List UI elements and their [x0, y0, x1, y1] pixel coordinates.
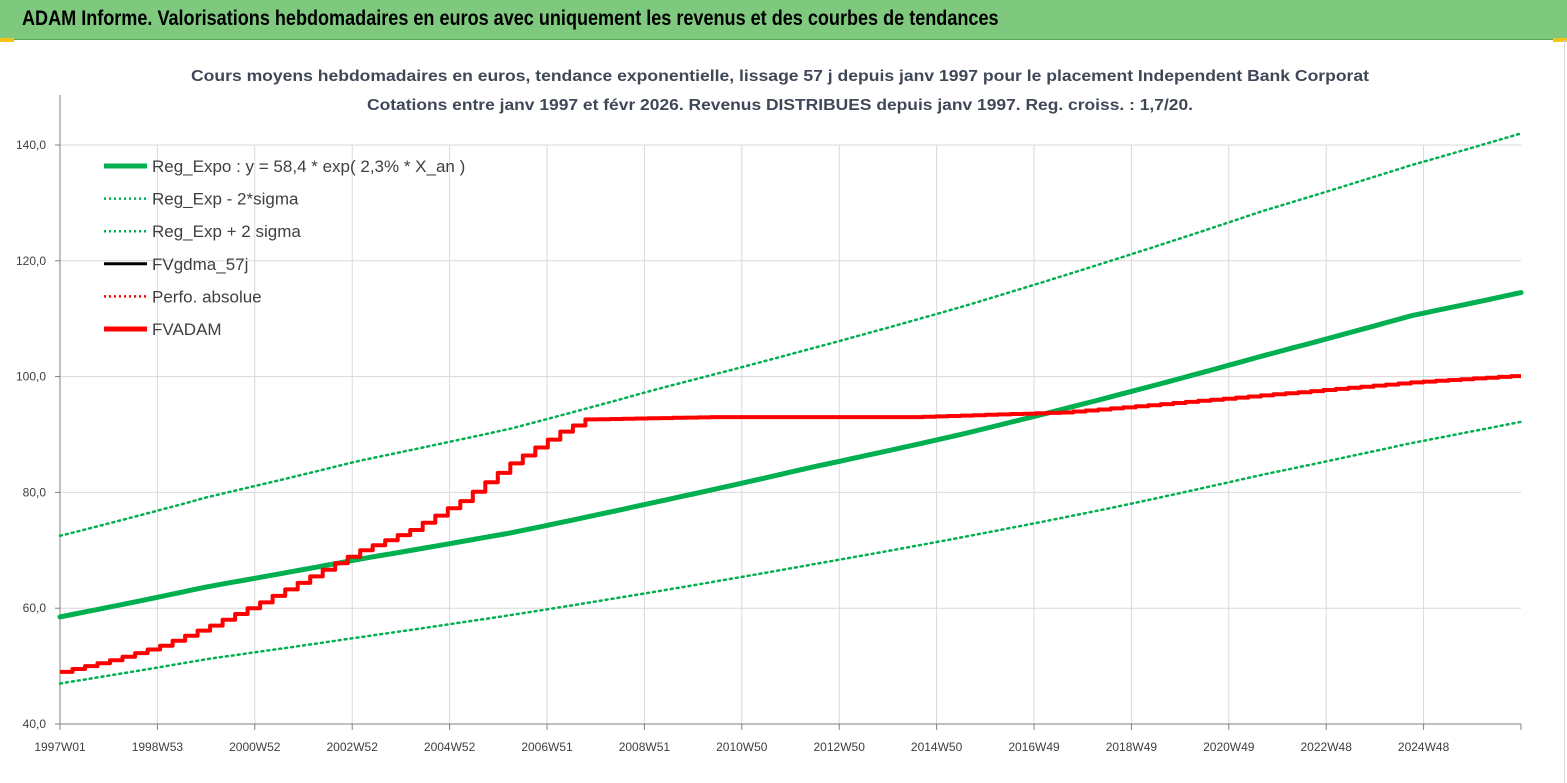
x-tick-label: 2006W51: [521, 740, 573, 754]
legend: Reg_Expo : y = 58,4 * exp( 2,3% * X_an )…: [104, 157, 465, 339]
header-banner: ADAM Informe. Valorisations hebdomadaire…: [0, 0, 1567, 40]
y-tick-label: 120,0: [16, 254, 46, 268]
series-line-1: [58, 420, 1523, 685]
grid-lines: [60, 144, 1521, 725]
frame-right-edge: [1564, 40, 1565, 783]
x-tick-label: 2010W50: [716, 740, 768, 754]
x-tick-label: 1998W53: [132, 740, 184, 754]
axes: 40,0 60,0 80,0 100,0 120,0 140,0 1997W01 1998W5…: [16, 95, 1522, 754]
corner-marker-left: [0, 38, 14, 42]
x-tick-label: 1997W01: [34, 740, 86, 754]
x-tick-label: 2002W52: [327, 740, 379, 754]
series-line-0: [57, 290, 1524, 620]
x-tick-label: 2016W49: [1008, 740, 1060, 754]
series-line-2: [58, 132, 1523, 538]
y-tick-label: 60,0: [23, 601, 47, 615]
report-title: ADAM Informe. Valorisations hebdomadaire…: [22, 7, 999, 30]
series-lines: [57, 132, 1524, 685]
chart-title-line-2: Cotations entre janv 1997 et févr 2026. …: [367, 97, 1193, 114]
x-tick-label: 2022W48: [1301, 740, 1353, 754]
x-tick-label: 2008W51: [619, 740, 671, 754]
corner-marker-right: [1553, 38, 1567, 42]
y-tick-label: 80,0: [23, 485, 47, 499]
chart-title-line-1: Cours moyens hebdomadaires en euros, ten…: [191, 68, 1370, 85]
y-tick-label: 140,0: [16, 138, 46, 152]
legend-label: FVADAM: [152, 320, 222, 339]
x-tick-label: 2020W49: [1203, 740, 1255, 754]
legend-label: Reg_Exp - 2*sigma: [152, 190, 299, 209]
legend-label: Reg_Expo : y = 58,4 * exp( 2,3% * X_an ): [152, 157, 465, 176]
y-tick-label: 100,0: [16, 370, 46, 384]
x-tick-label: 2004W52: [424, 740, 476, 754]
series-line-3: [60, 374, 1521, 674]
x-tick-label: 2012W50: [814, 740, 866, 754]
chart-plot: Cours moyens hebdomadaires en euros, ten…: [16, 68, 1524, 754]
legend-label: FVgdma_57j: [152, 255, 248, 274]
x-tick-label: 2000W52: [229, 740, 281, 754]
x-tick-label: 2018W49: [1106, 740, 1158, 754]
x-tick-label: 2024W48: [1398, 740, 1450, 754]
x-tick-label: 2014W50: [911, 740, 963, 754]
legend-label: Reg_Exp + 2 sigma: [152, 222, 301, 241]
y-tick-label: 40,0: [23, 717, 47, 731]
legend-label: Perfo. absolue: [152, 287, 262, 306]
